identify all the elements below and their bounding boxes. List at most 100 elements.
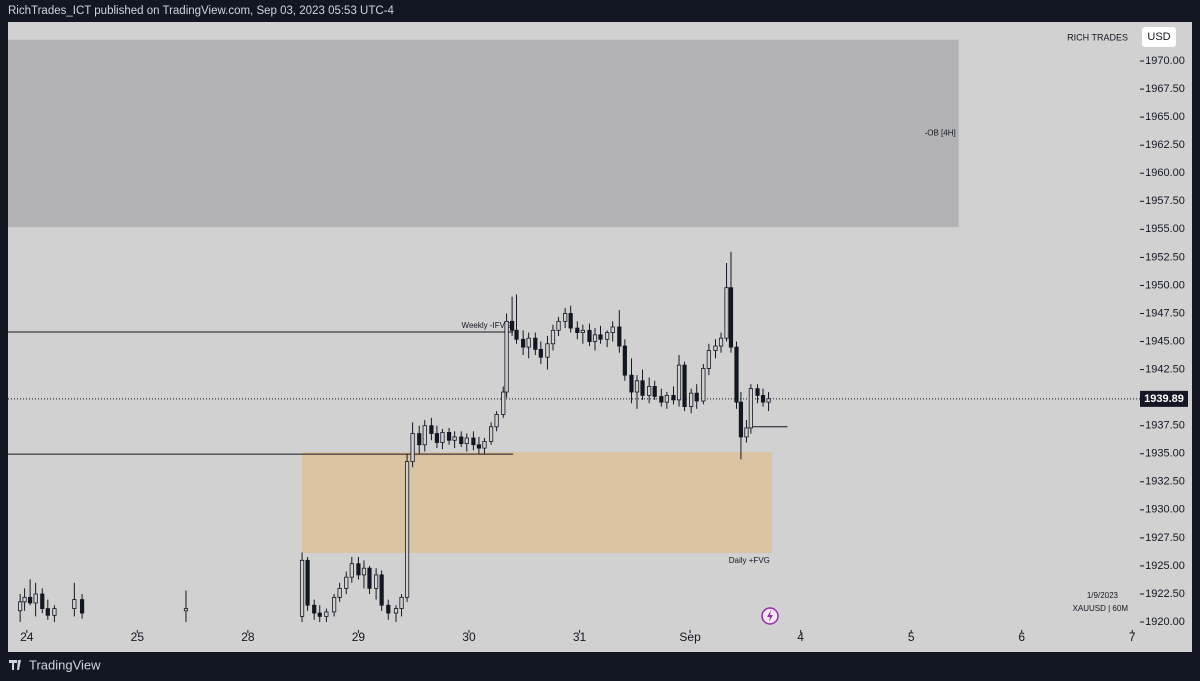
y-tick-label: 1920.00 [1145, 616, 1185, 628]
candle-body [361, 567, 367, 576]
candle-body [659, 396, 664, 403]
x-tick-label: Sep [679, 630, 701, 644]
y-tick-label: 1952.50 [1145, 251, 1185, 263]
candle-body [399, 596, 404, 609]
candle-body [647, 386, 652, 396]
candle-body [509, 320, 515, 331]
x-tick-label: 29 [352, 630, 366, 644]
candle-body [494, 414, 499, 428]
date-label: 1/9/2023 [1087, 591, 1119, 600]
candle-body [563, 313, 568, 322]
candle-body [476, 444, 482, 449]
publish-info: RichTrades_ICT published on TradingView.… [8, 5, 395, 17]
candle-body [349, 563, 354, 578]
footer-logo: TradingView [9, 657, 101, 672]
x-tick-label: 30 [462, 630, 476, 644]
y-tick-label: 1960.00 [1145, 167, 1185, 179]
candle-body [706, 350, 711, 369]
candle-body [568, 313, 573, 329]
candle-body [738, 401, 744, 438]
candle-body [374, 574, 379, 589]
candle-body [755, 388, 760, 396]
candle-body [694, 392, 699, 402]
candle-body [514, 329, 519, 340]
candle-body [324, 611, 329, 617]
candle-body [734, 346, 739, 403]
watermark: RICH TRADES [1067, 32, 1128, 42]
y-tick-label: 1930.00 [1145, 504, 1185, 516]
candle-body [610, 326, 615, 333]
candle-body [676, 364, 682, 401]
candle-body [640, 380, 645, 396]
x-tick-label: 24 [20, 630, 34, 644]
candle-body [344, 576, 349, 589]
candle-body [545, 343, 550, 358]
candle-body [410, 433, 415, 462]
candle-body [671, 394, 676, 401]
candle-body [701, 368, 706, 402]
candle-body [605, 332, 610, 340]
candle-body [634, 380, 640, 393]
zone-label: -OB [4H] [925, 129, 956, 138]
y-tick-label: 1935.00 [1145, 448, 1185, 460]
currency: USD [1147, 31, 1170, 43]
candle-body [533, 337, 538, 350]
lightning-icon[interactable] [761, 607, 779, 625]
candle-body [356, 563, 361, 576]
candle-body [488, 426, 494, 442]
candle-body [622, 345, 627, 376]
candle-body [713, 345, 718, 351]
candle-body [664, 394, 669, 403]
last-price-label: 1939.89 [1144, 393, 1184, 405]
candle-body [652, 386, 657, 397]
x-tick-label: 25 [131, 630, 145, 644]
zone [302, 452, 772, 554]
candle-body [446, 432, 452, 441]
candle-body [744, 427, 749, 438]
candle-body [429, 425, 434, 434]
candle-body [434, 433, 440, 443]
candle-body [724, 287, 729, 339]
candle-body [629, 374, 634, 393]
y-tick-label: 1927.50 [1145, 532, 1185, 544]
candle-body [386, 604, 391, 614]
candle-body [367, 567, 372, 589]
x-tick-label: 4 [797, 630, 804, 644]
candle-body [538, 348, 543, 358]
candle-body [521, 338, 526, 348]
candle-body [464, 437, 469, 445]
candle-body [592, 334, 598, 342]
candle-body [550, 329, 556, 345]
candle-body [33, 593, 38, 604]
currency-button[interactable] [1142, 27, 1176, 47]
symbol: XAUUSD | 60M [1073, 604, 1129, 613]
y-tick-label: 1942.50 [1145, 363, 1185, 375]
level-label: Weekly -IFVG [462, 321, 512, 330]
candle-body [682, 364, 687, 408]
y-tick-label: 1957.50 [1145, 195, 1185, 207]
candle-body [575, 327, 580, 333]
candle-body [45, 608, 50, 616]
candle-body [718, 337, 724, 347]
candle-body [28, 596, 33, 604]
y-tick-label: 1947.50 [1145, 307, 1185, 319]
y-tick-label: 1950.00 [1145, 279, 1185, 291]
brand: TradingView [29, 657, 101, 672]
candle-body [18, 601, 23, 612]
last-price-box [1140, 390, 1188, 407]
candle-body [766, 398, 771, 403]
candle-body [422, 425, 427, 446]
candle-body [482, 440, 487, 449]
y-tick-label: 1955.00 [1145, 223, 1185, 235]
zone-label: Daily +FVG [729, 556, 770, 565]
candle-body [580, 329, 585, 333]
candle-body [72, 599, 77, 609]
plot-area: 1920.00 1922.50 1925.00 1927.50 1930.00 1932.… [8, 39, 1188, 644]
candle-body [305, 559, 310, 606]
candle-body [452, 436, 457, 441]
candle-body [417, 433, 422, 446]
candle-body [332, 596, 337, 613]
candle-body [526, 337, 531, 348]
candle-body [504, 320, 509, 393]
